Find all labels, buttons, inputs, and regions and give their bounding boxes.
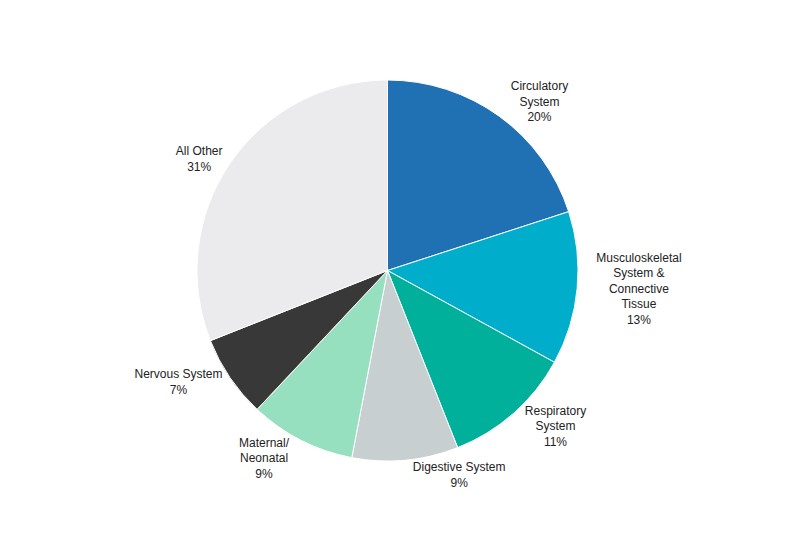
svg-text:All Other31%: All Other31% <box>176 144 223 174</box>
svg-text:RespiratorySystem11%: RespiratorySystem11% <box>525 404 586 449</box>
svg-text:MusculoskeletalSystem &Connect: MusculoskeletalSystem &ConnectiveTissue1… <box>596 251 681 327</box>
svg-text:Digestive System9%: Digestive System9% <box>413 460 506 490</box>
svg-text:Maternal/Neonatal9%: Maternal/Neonatal9% <box>239 436 290 481</box>
svg-text:CirculatorySystem20%: CirculatorySystem20% <box>511 79 568 124</box>
svg-text:Nervous System7%: Nervous System7% <box>135 367 223 397</box>
